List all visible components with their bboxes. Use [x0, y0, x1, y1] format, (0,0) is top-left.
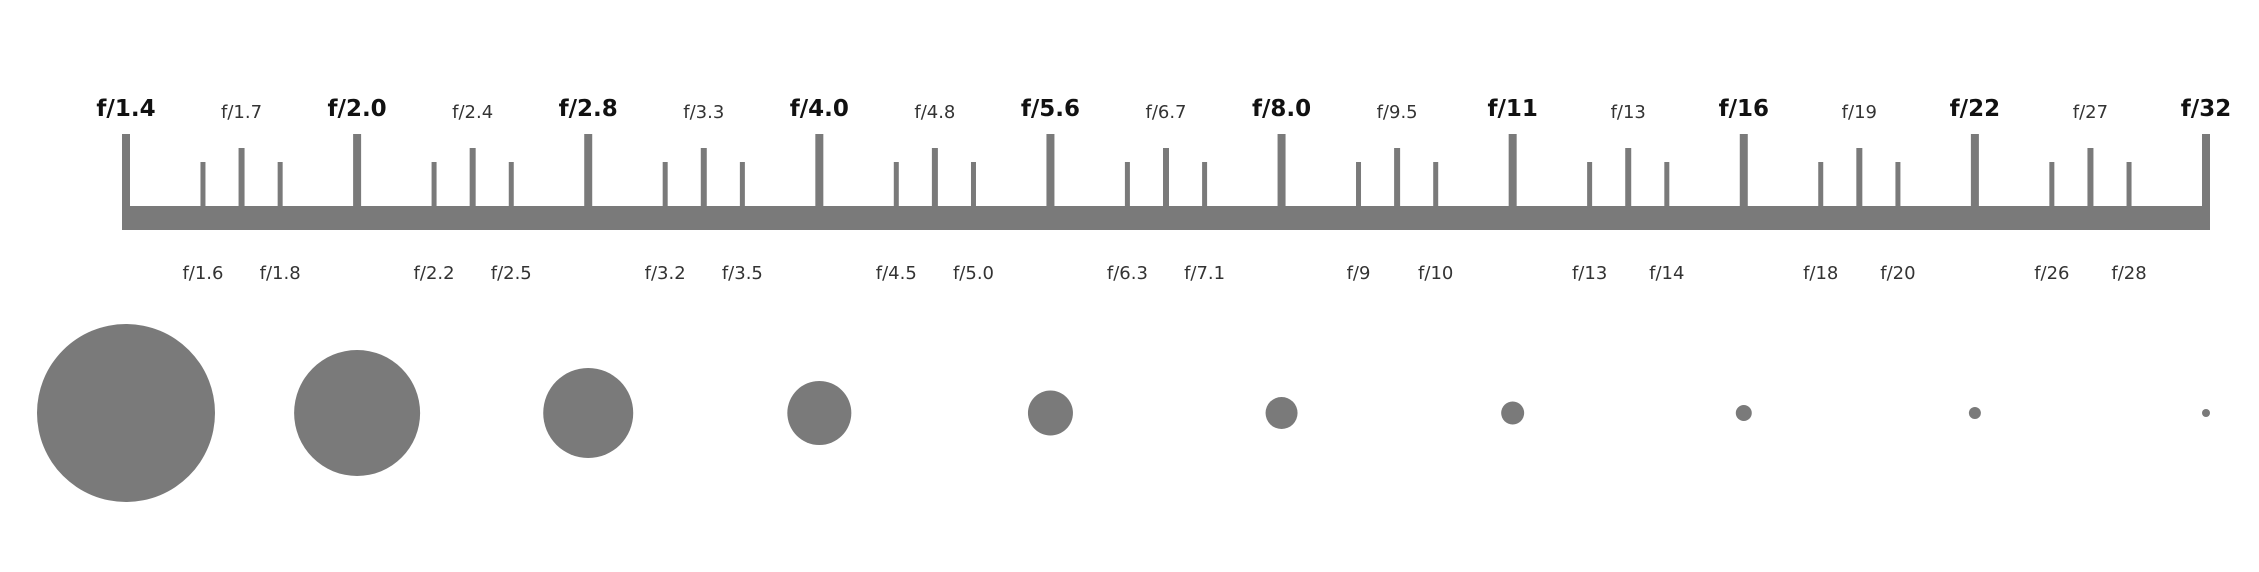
stop-labels: f/1.4 f/2.0 f/2.8 f/4.0 f/5.6 f/8.0 f/11 f/16 f/…	[96, 96, 2231, 284]
full-stop-tick	[353, 134, 362, 208]
half-stop-label: f/6.7	[1145, 102, 1186, 123]
half-stop-tick	[931, 148, 938, 208]
full-stop-tick	[815, 134, 824, 208]
third-stop-tick	[1818, 162, 1824, 208]
third-stop-label: f/9	[1347, 263, 1371, 284]
third-stop-label: f/26	[2034, 263, 2069, 284]
third-stop-tick	[893, 162, 899, 208]
half-stop-tick	[1856, 148, 1863, 208]
half-stop-tick	[700, 148, 707, 208]
third-stop-tick	[1664, 162, 1670, 208]
full-stop-tick	[122, 134, 130, 208]
third-stop-tick	[1587, 162, 1593, 208]
full-stop-label: f/32	[2181, 96, 2231, 122]
full-stop-label: f/4.0	[790, 96, 849, 122]
aperture-circle	[1735, 405, 1752, 421]
full-stop-tick	[1739, 134, 1748, 208]
third-stop-tick	[1202, 162, 1208, 208]
aperture-circle	[1968, 407, 1981, 419]
half-stop-label: f/19	[1842, 102, 1877, 123]
half-stop-tick	[1163, 148, 1169, 208]
third-stop-tick	[662, 162, 668, 208]
third-stop-tick	[1356, 162, 1362, 208]
full-stop-tick	[1046, 134, 1055, 208]
full-stop-tick	[584, 134, 593, 208]
half-stop-label: f/13	[1611, 102, 1646, 123]
third-stop-label: f/18	[1803, 263, 1838, 284]
half-stop-tick	[238, 148, 245, 208]
third-stop-label: f/2.2	[414, 263, 455, 284]
third-stop-label: f/6.3	[1107, 263, 1148, 284]
third-stop-label: f/13	[1572, 263, 1607, 284]
half-stop-tick	[1625, 148, 1632, 208]
aperture-circle	[787, 381, 852, 445]
third-stop-tick	[1433, 162, 1439, 208]
third-stop-tick	[1895, 162, 1901, 208]
third-stop-label: f/20	[1880, 263, 1915, 284]
half-stop-label: f/27	[2073, 102, 2108, 123]
third-stop-tick	[200, 162, 206, 208]
full-stop-label: f/2.8	[559, 96, 618, 122]
aperture-circle	[2202, 409, 2210, 417]
third-stop-label: f/2.5	[491, 263, 532, 284]
full-stop-label: f/1.4	[96, 96, 155, 122]
half-stop-label: f/1.7	[221, 102, 262, 123]
third-stop-label: f/10	[1418, 263, 1453, 284]
third-stop-label: f/4.5	[876, 263, 917, 284]
aperture-circle	[1265, 397, 1298, 429]
third-stop-label: f/7.1	[1184, 263, 1225, 284]
half-stop-label: f/9.5	[1377, 102, 1418, 123]
third-stop-label: f/1.6	[182, 263, 223, 284]
half-stop-tick	[1394, 148, 1401, 208]
full-stop-label: f/2.0	[328, 96, 387, 122]
full-stop-label: f/11	[1487, 96, 1537, 122]
half-stop-label: f/4.8	[914, 102, 955, 123]
full-stop-tick	[1508, 134, 1517, 208]
third-stop-label: f/14	[1649, 263, 1684, 284]
third-stop-tick	[2049, 162, 2055, 208]
third-stop-label: f/1.8	[260, 263, 301, 284]
aperture-circles	[37, 324, 2210, 502]
aperture-circle	[1027, 390, 1073, 436]
full-stop-label: f/5.6	[1021, 96, 1080, 122]
third-stop-label: f/3.2	[645, 263, 686, 284]
third-stop-tick	[1124, 162, 1130, 208]
scale-bar	[122, 206, 2210, 230]
aperture-scale	[122, 206, 2210, 230]
tick-marks	[122, 134, 2210, 208]
aperture-circle	[294, 350, 421, 476]
full-stop-label: f/8.0	[1252, 96, 1311, 122]
full-stop-label: f/16	[1719, 96, 1769, 122]
full-stop-tick	[1970, 134, 1979, 208]
aperture-circle	[37, 324, 215, 502]
third-stop-tick	[277, 162, 283, 208]
third-stop-tick	[508, 162, 514, 208]
third-stop-label: f/5.0	[953, 263, 994, 284]
half-stop-label: f/3.3	[683, 102, 724, 123]
half-stop-tick	[2087, 148, 2094, 208]
full-stop-tick	[2202, 134, 2210, 208]
third-stop-tick	[2126, 162, 2132, 208]
third-stop-tick	[431, 162, 437, 208]
full-stop-label: f/22	[1950, 96, 2000, 122]
full-stop-tick	[1277, 134, 1286, 208]
third-stop-tick	[970, 162, 976, 208]
aperture-circle	[1501, 401, 1525, 425]
third-stop-label: f/3.5	[722, 263, 763, 284]
aperture-circle	[543, 368, 634, 458]
third-stop-tick	[739, 162, 745, 208]
third-stop-label: f/28	[2111, 263, 2146, 284]
half-stop-tick	[469, 148, 476, 208]
half-stop-label: f/2.4	[452, 102, 493, 123]
